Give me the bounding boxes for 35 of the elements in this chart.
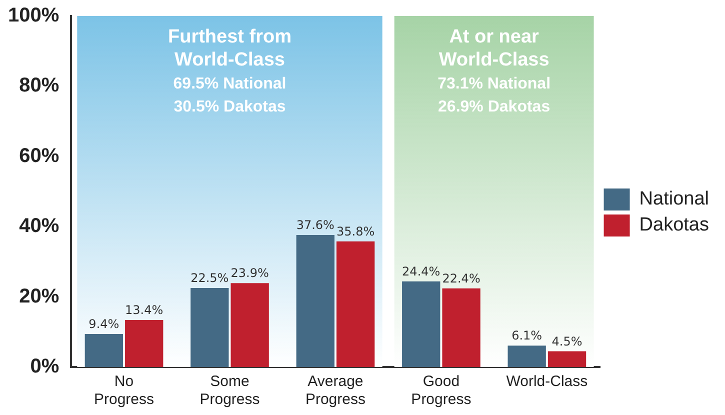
- bar: [442, 288, 480, 367]
- data-label: 24.4%: [402, 264, 440, 278]
- legend-label: Dakotas: [639, 214, 709, 236]
- band-label: At or near World-Class 73.1% National 26.9% Dakotas: [438, 26, 551, 116]
- bar: [230, 283, 269, 367]
- data-label: 35.8%: [336, 224, 375, 238]
- x-tick-label: Average Progress: [305, 373, 366, 408]
- x-tick-label: World-Class: [506, 373, 588, 390]
- y-tick-label: 80%: [19, 74, 60, 97]
- band-label: Furthest from World-Class 69.5% National 30.5% Dakotas: [168, 26, 292, 116]
- bar: [508, 346, 546, 367]
- data-label: 4.5%: [552, 334, 582, 348]
- data-label: 22.4%: [442, 272, 480, 286]
- data-label: 22.5%: [190, 271, 229, 286]
- y-tick-label: 40%: [19, 215, 60, 238]
- bar: [190, 288, 229, 367]
- x-tick-label: No Progress: [94, 373, 154, 408]
- data-label: 37.6%: [296, 218, 334, 232]
- x-tick-label: Good Progress: [411, 373, 472, 408]
- bar: [548, 351, 586, 367]
- data-label: 23.9%: [230, 266, 269, 280]
- data-label: 13.4%: [125, 303, 164, 318]
- legend-label: National: [639, 188, 710, 210]
- bar: [402, 281, 440, 367]
- y-tick-label: 0%: [30, 356, 60, 378]
- data-label: 9.4%: [88, 317, 120, 332]
- data-label: 6.1%: [512, 328, 542, 343]
- bar: [125, 320, 164, 367]
- y-tick-label: 20%: [19, 285, 60, 308]
- y-tick-label: 100%: [8, 4, 60, 27]
- bar: [336, 241, 375, 367]
- y-tick-label: 60%: [19, 144, 60, 167]
- bar: [296, 235, 334, 367]
- x-tick-label: Some Progress: [200, 373, 260, 408]
- bar: [84, 334, 124, 367]
